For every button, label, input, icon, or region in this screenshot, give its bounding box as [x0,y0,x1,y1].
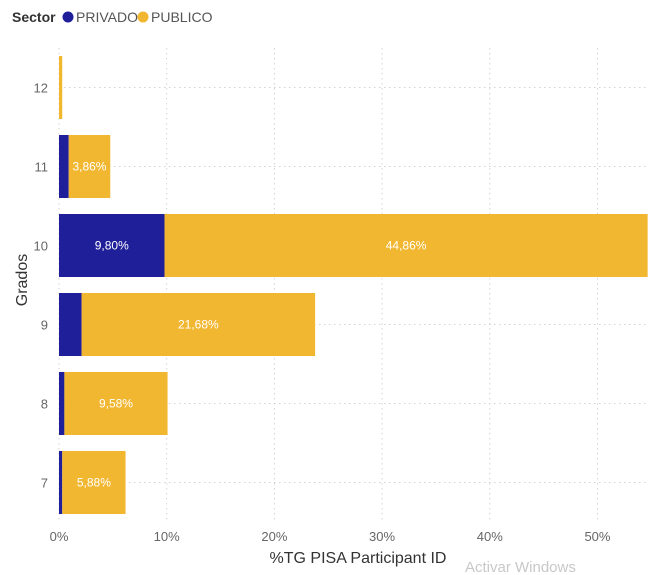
legend-swatch-publico [137,11,149,23]
bar-publico [62,451,126,514]
x-tick-label: 30% [369,529,395,544]
bar-publico [64,372,168,435]
y-tick-label: 9 [41,318,48,333]
legend: Sector PRIVADO PUBLICO [12,9,213,25]
y-tick-label: 10 [34,239,48,254]
y-tick-label: 11 [35,160,49,175]
x-tick-labels: 0% 10% 20% 30% 40% 50% [50,529,611,544]
legend-title: Sector [12,9,56,25]
bar-privado [59,372,65,435]
y-tick-label: 7 [41,476,48,491]
bar-privado [59,293,82,356]
legend-swatch-privado [62,11,74,23]
y-tick-label: 12 [34,81,48,96]
bar-privado [59,135,69,198]
data-label: 9,58% [99,397,133,411]
y-tick-label: 8 [41,397,48,412]
bars: 3,86% 9,80% 44,86% 21,68% 9,58% 5,88% [59,56,648,514]
bar-publico [164,214,648,277]
bar-publico [59,56,63,119]
data-label: 9,80% [95,239,129,253]
x-tick-label: 40% [477,529,503,544]
data-label: 21,68% [178,318,219,332]
x-tick-label: 0% [50,529,69,544]
data-label: 44,86% [386,239,427,253]
gridlines [58,48,647,522]
x-tick-label: 50% [584,529,610,544]
x-tick-label: 10% [154,529,180,544]
data-label: 3,86% [72,160,106,174]
legend-label-publico: PUBLICO [151,9,213,25]
y-tick-labels: 12 11 10 9 8 7 [34,81,48,491]
bar-privado [59,451,63,514]
x-tick-label: 20% [261,529,287,544]
bar-privado [59,214,165,277]
legend-label-privado: PRIVADO [76,9,138,25]
x-axis-title: %TG PISA Participant ID [270,550,447,567]
bar-publico [68,135,111,198]
data-label: 5,88% [77,476,111,490]
bar-publico [81,293,316,356]
y-axis-title: Grados [14,254,31,306]
watermark-text: Activar Windows [465,559,576,575]
